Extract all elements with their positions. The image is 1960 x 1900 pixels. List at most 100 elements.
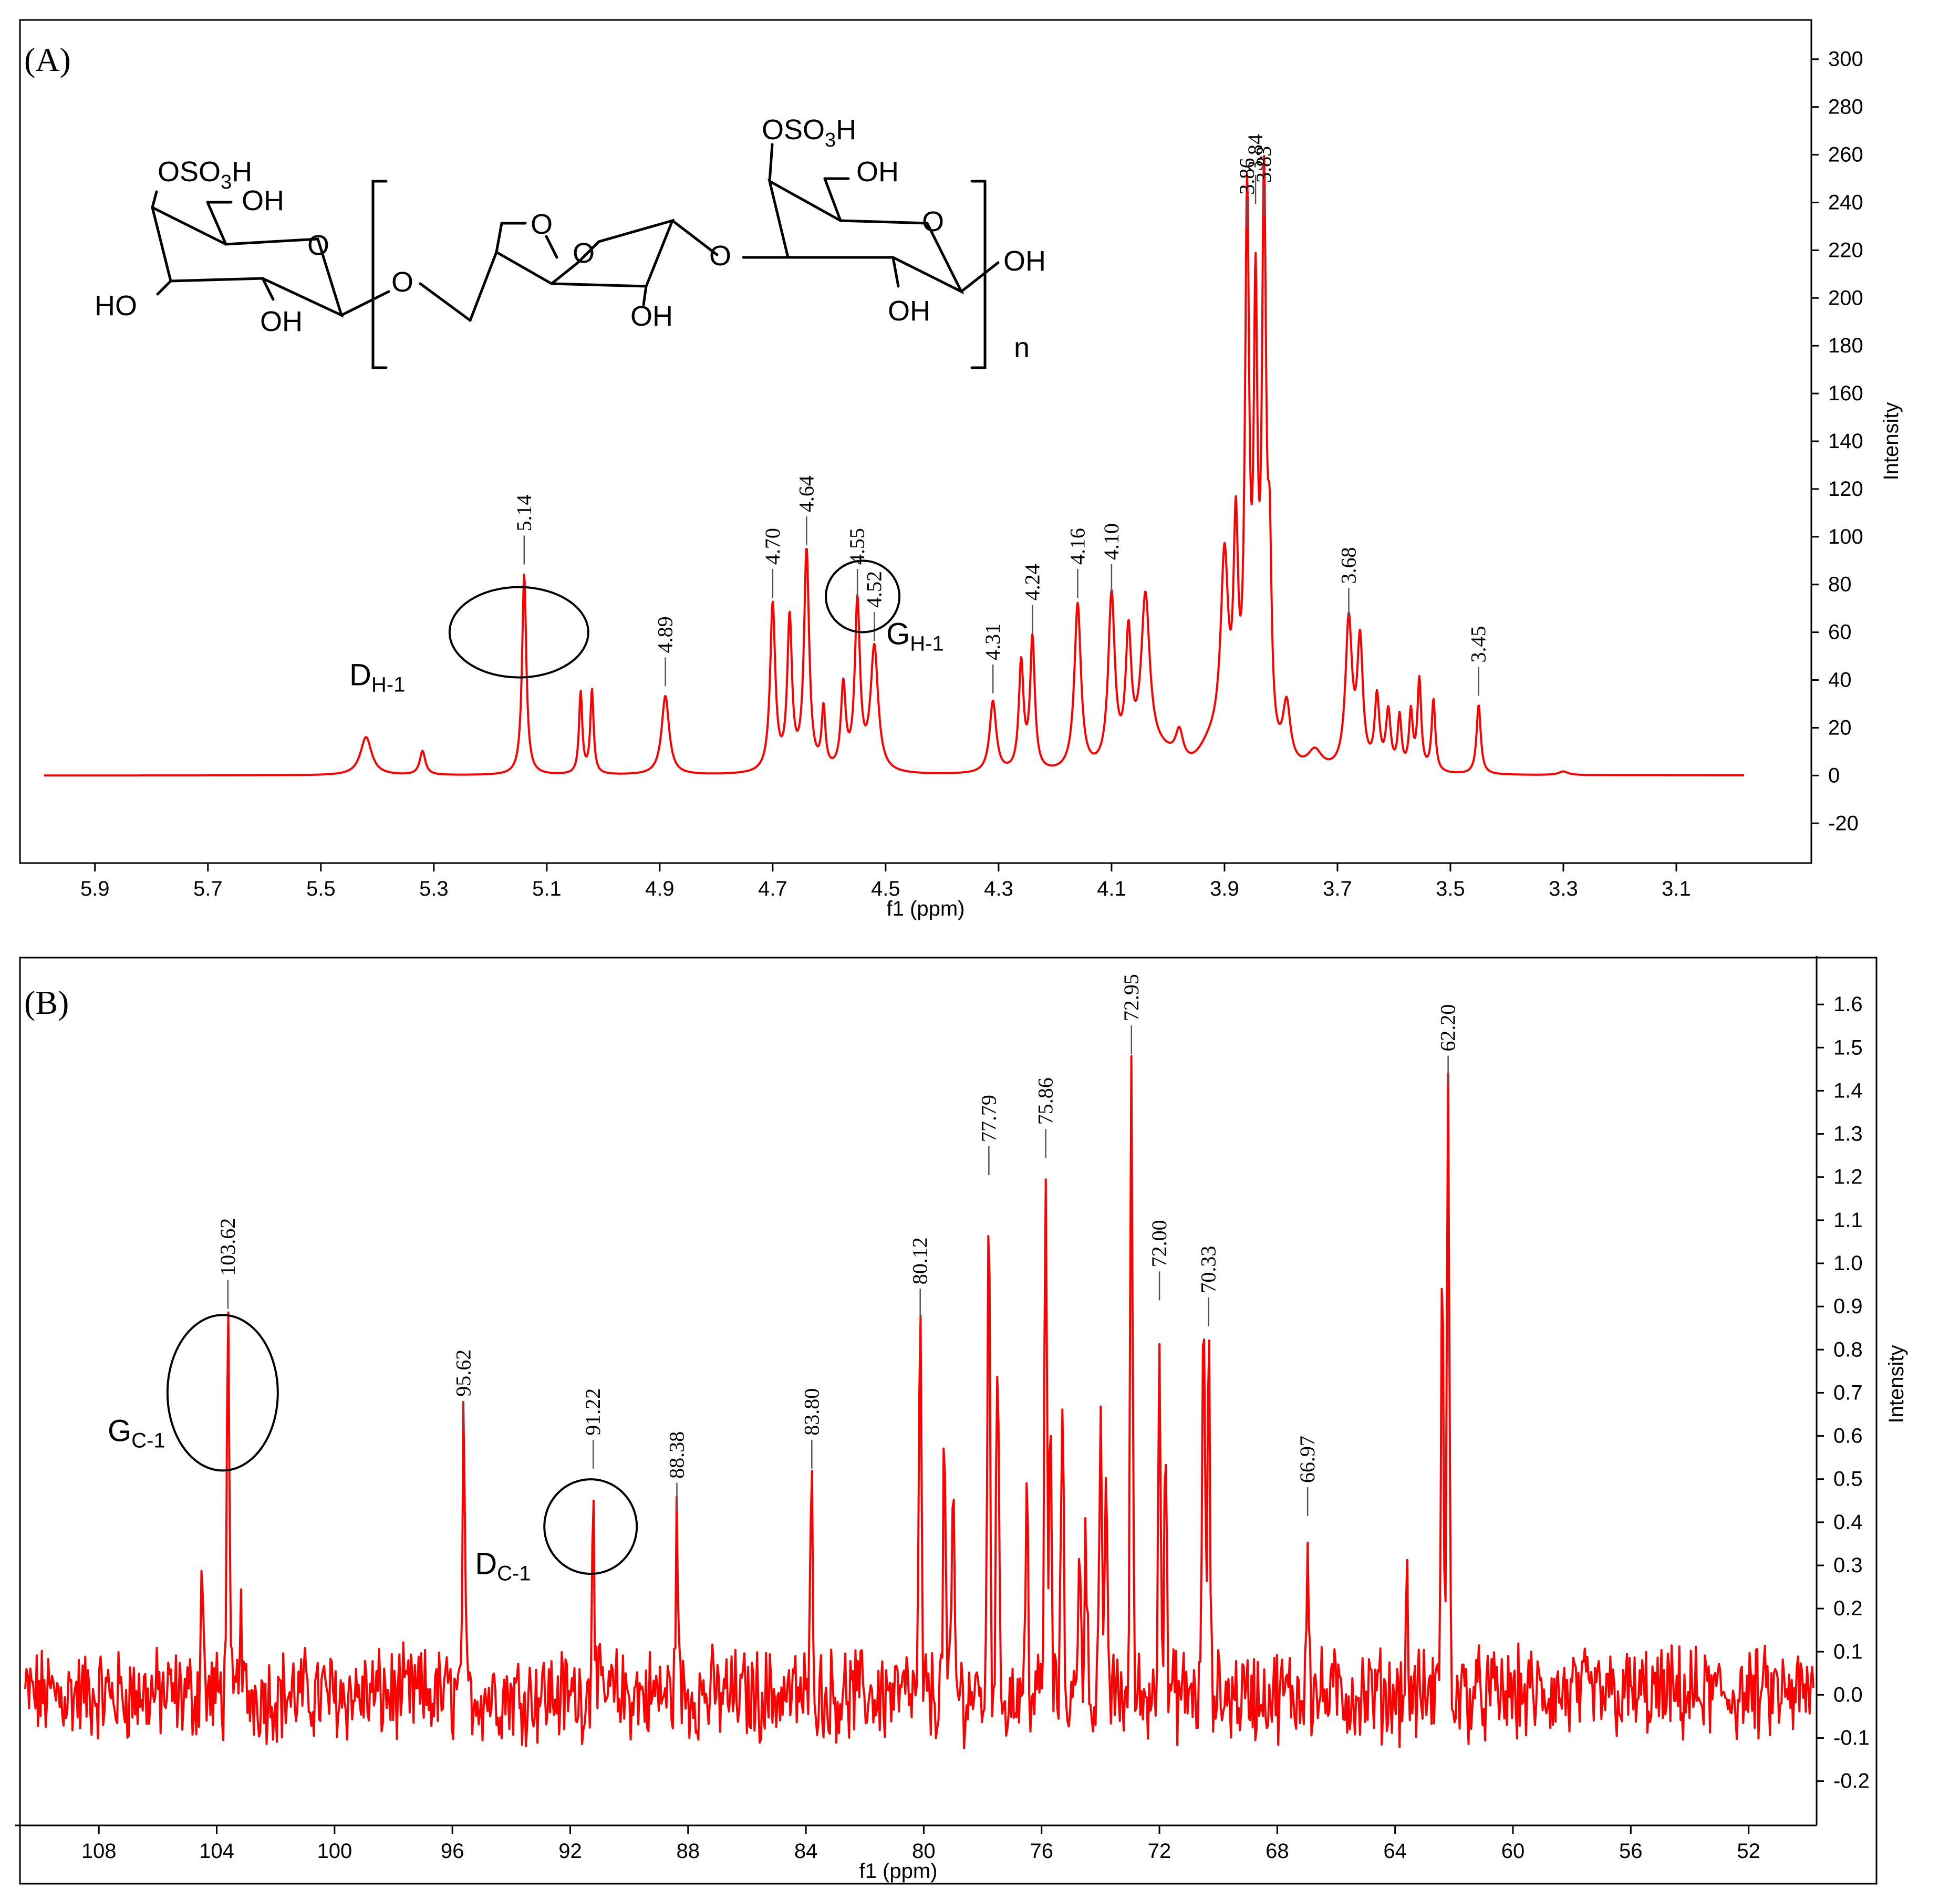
right-oh1-label: OH: [1003, 245, 1046, 277]
x-tick-label: 100: [317, 1840, 352, 1863]
peak-label: 72.95: [1119, 974, 1143, 1021]
x-tick-label: 96: [441, 1840, 464, 1863]
right-sulfate-label: OSO3H: [762, 114, 856, 151]
y-tick-label: 160: [1828, 382, 1863, 405]
x-tick-label: 4.5: [871, 877, 900, 900]
annotation-g-h1: GH-1: [886, 617, 944, 655]
y-tick-label: 280: [1828, 96, 1863, 119]
peak-label: 4.70: [761, 528, 784, 565]
x-tick-label: 80: [912, 1840, 936, 1863]
x-tick-label: 3.9: [1210, 877, 1239, 900]
peak-label: 62.20: [1436, 1004, 1460, 1052]
x-tick-label: 56: [1619, 1840, 1643, 1863]
mid-bridge-o-label: O: [573, 237, 595, 269]
peak-label: 5.14: [512, 495, 536, 532]
x-tick-label: 4.9: [645, 877, 675, 900]
y-tick-label: 1.3: [1833, 1123, 1863, 1146]
linker-o-label: O: [391, 266, 413, 298]
peak-label: 3.86: [1235, 158, 1259, 195]
annotation-d-h1: DH-1: [349, 658, 405, 697]
y-tick-label: 20: [1828, 716, 1852, 739]
x-axis-label: f1 (ppm): [859, 1860, 938, 1883]
y-tick-label: 0: [1828, 764, 1840, 787]
peak-label: 4.31: [981, 624, 1004, 660]
panel-a-plot: 3002802602402202001801601401201008060402…: [34, 42, 1903, 920]
y-tick-label: 1.4: [1833, 1079, 1863, 1102]
x-tick-label: 76: [1030, 1840, 1053, 1863]
x-tick-label: 52: [1737, 1840, 1760, 1863]
right-oh6-label: OH: [856, 156, 899, 188]
right-ring-o-label: O: [922, 206, 944, 237]
y-tick-label: 1.5: [1833, 1036, 1863, 1059]
panel-a-frame: [19, 19, 1812, 864]
panel-b-plot: 1.6 1.5 1.4 1.3 1.2 1.1 1.0 0.9 0.8 0.7 0.6 0.5 0.4 0…: [15, 956, 1908, 1883]
chemical-structure: OSO3H OH O HO OH O O O OH O: [95, 114, 1046, 369]
x-tick-label: 72: [1148, 1840, 1171, 1863]
y-tick-label: 200: [1828, 286, 1863, 309]
x-tick-label: 64: [1383, 1840, 1407, 1863]
y-tick-label: -0.2: [1833, 1770, 1870, 1793]
peak-label: 103.62: [216, 1218, 240, 1276]
peak-label: 75.86: [1034, 1077, 1057, 1125]
mid-ring-o-label: O: [531, 209, 553, 240]
panel-a-1h-nmr: (A) OSO3H OH O HO OH O: [19, 19, 1903, 920]
x-tick-label: 3.5: [1436, 877, 1465, 900]
x-tick-label: 5.9: [80, 877, 110, 900]
y-tick-label: 1.0: [1833, 1252, 1863, 1275]
right-oh2-label: OH: [888, 295, 930, 327]
peak-label: 3.84: [1243, 134, 1267, 171]
y-tick-label: 260: [1828, 143, 1863, 167]
circle-g-h1: [825, 559, 901, 634]
spectrum-trace: [24, 1055, 1814, 1750]
panel-a-label: (A): [24, 41, 71, 78]
y-tick-label: 1.2: [1833, 1166, 1863, 1189]
y-tick-label: -0.1: [1833, 1727, 1870, 1750]
y-tick-label: 0.6: [1833, 1425, 1863, 1448]
y-tick-label: 120: [1828, 477, 1863, 501]
peak-label: 3.68: [1336, 547, 1360, 584]
x-tick-label: 68: [1266, 1840, 1289, 1863]
y-tick-label: 180: [1828, 334, 1863, 357]
peak-label: 4.52: [862, 571, 886, 608]
x-tick-label: 84: [794, 1840, 818, 1863]
panel-b-frame: [19, 957, 1878, 1885]
x-tick-label: 108: [81, 1840, 117, 1863]
x-axis-label: f1 (ppm): [887, 897, 965, 920]
peak-label: 4.55: [845, 528, 869, 565]
circle-g-c1: [166, 1314, 279, 1472]
y-axis-label: Intensity: [1885, 1345, 1908, 1424]
peak-label: 4.10: [1100, 523, 1123, 560]
peak-label: 72.00: [1147, 1220, 1171, 1267]
y-tick-label: 0.2: [1833, 1597, 1863, 1620]
peak-label: 4.89: [654, 616, 677, 653]
peak-label: 4.64: [794, 475, 818, 512]
y-axis-label: Intensity: [1880, 402, 1903, 481]
panel-b-13c-nmr: (B) 1.6 1.5 1.4 1.3 1.2 1.1 1.0 0.9 0.8 0.7 0.6 0.5…: [15, 956, 1908, 1885]
peak-label: 88.38: [665, 1431, 688, 1479]
annotation-g-c1: GC-1: [108, 1414, 165, 1452]
y-tick-label: 0.8: [1833, 1338, 1863, 1361]
y-tick-label: 140: [1828, 430, 1863, 453]
y-tick-label: -20: [1828, 812, 1859, 835]
y-tick-label: 80: [1828, 573, 1852, 596]
left-oh4-label: HO: [95, 290, 137, 321]
x-tick-label: 5.1: [532, 877, 562, 900]
peak-label: 77.79: [977, 1095, 1000, 1142]
y-tick-label: 0.0: [1833, 1683, 1863, 1706]
x-tick-label: 60: [1501, 1840, 1525, 1863]
y-tick-label: 240: [1828, 191, 1863, 214]
x-tick-label: 5.3: [419, 877, 449, 900]
peak-label: 3.83: [1252, 146, 1275, 183]
y-tick-label: 40: [1828, 669, 1852, 692]
x-tick-label: 104: [199, 1840, 234, 1863]
y-tick-label: 100: [1828, 525, 1863, 548]
y-tick-label: 60: [1828, 621, 1852, 644]
left-oh2-label: OH: [260, 306, 303, 337]
peak-label: 70.33: [1197, 1246, 1220, 1293]
peak-label: 91.22: [581, 1388, 605, 1436]
panel-b-label: (B): [24, 984, 69, 1021]
x-tick-label: 3.1: [1662, 877, 1691, 900]
repeat-n-label: n: [1014, 332, 1030, 364]
peak-label: 4.16: [1065, 528, 1089, 565]
